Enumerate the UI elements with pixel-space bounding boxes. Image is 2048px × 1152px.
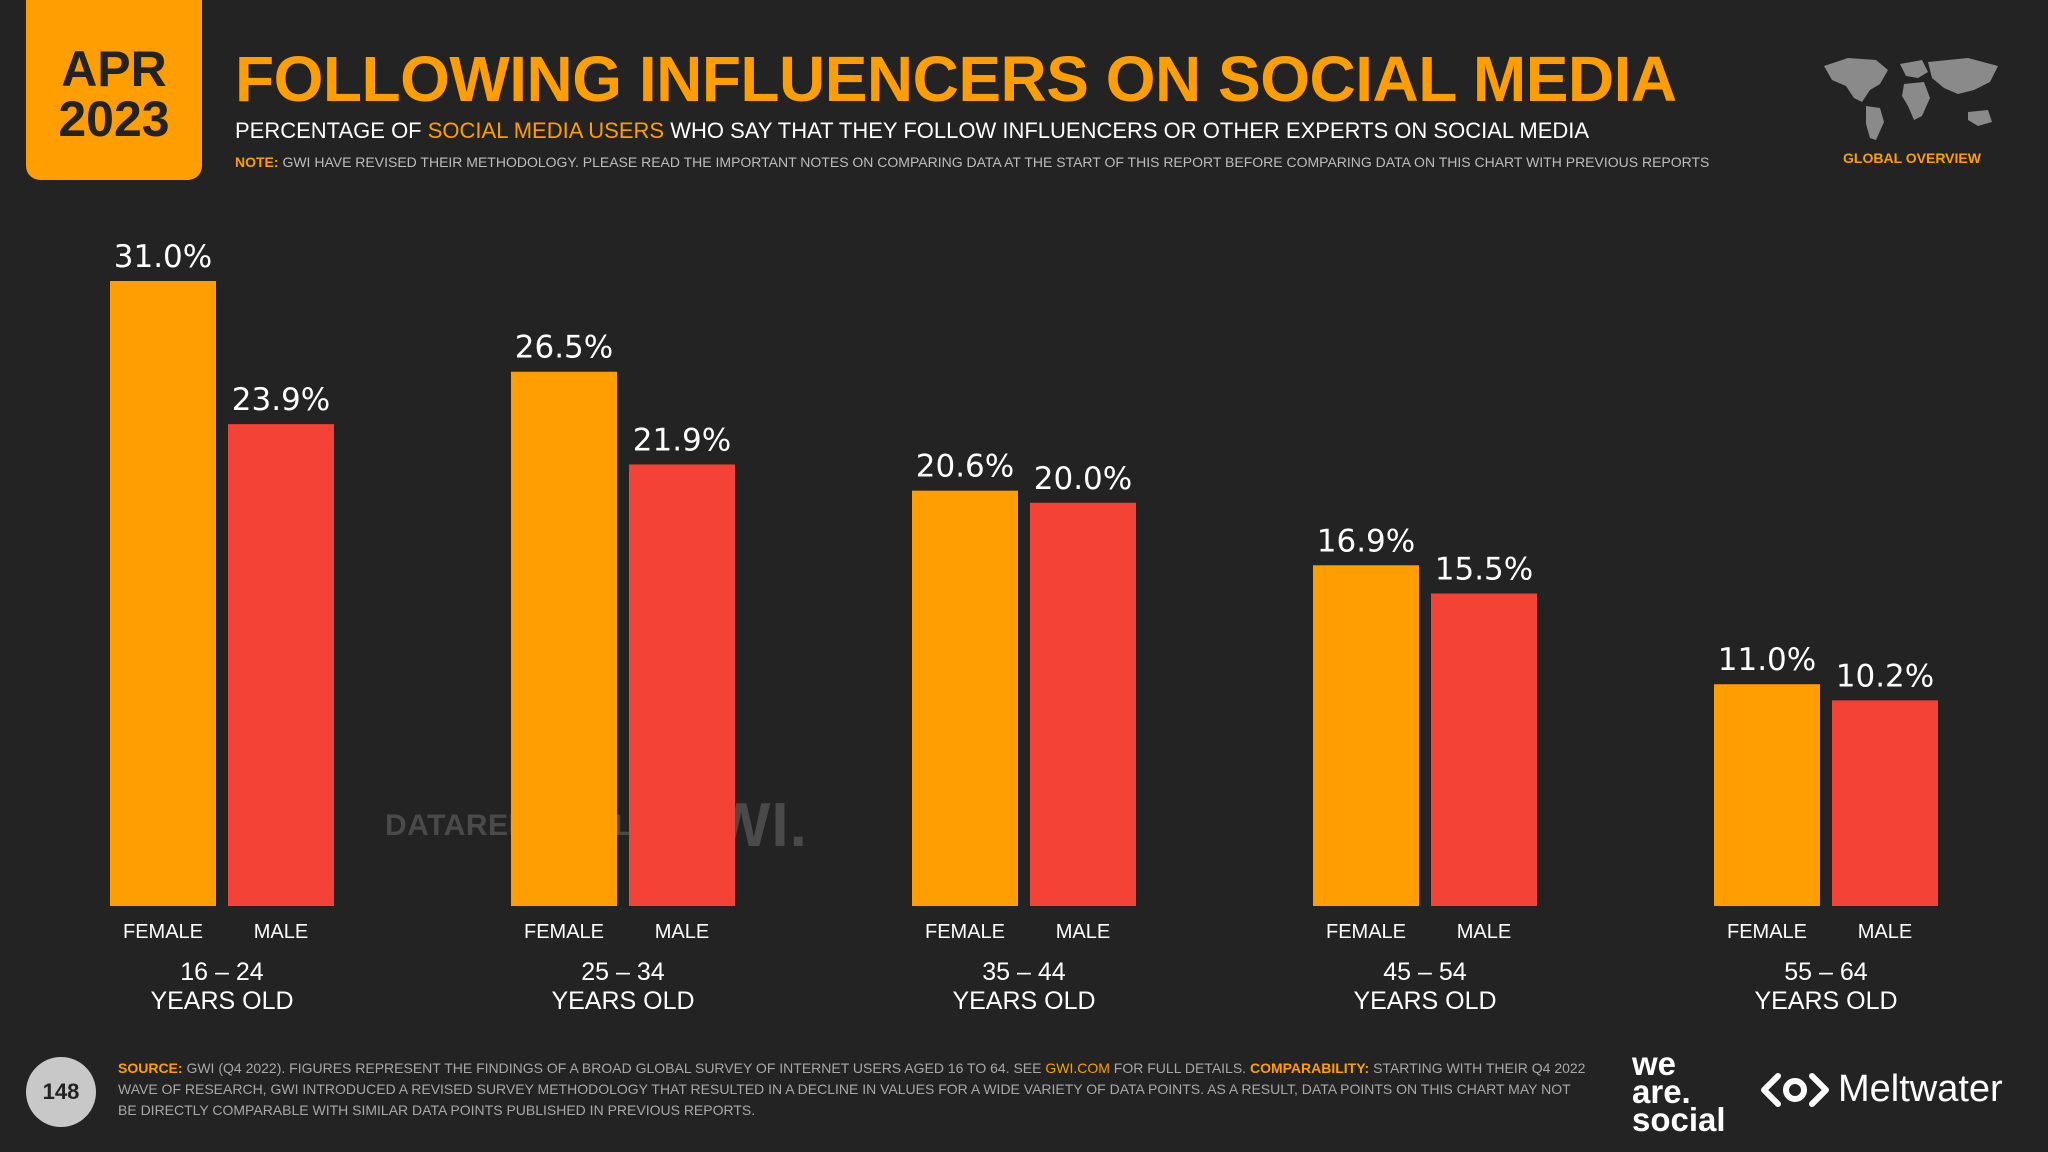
series-label-male-2: MALE	[1056, 921, 1110, 943]
category-label-1: 25 – 34	[581, 958, 665, 986]
page-title: FOLLOWING INFLUENCERS ON SOCIAL MEDIA	[235, 43, 1677, 115]
data-label-male-1: 21.9%	[633, 422, 731, 458]
bar-male-0	[228, 424, 334, 906]
category-label-3: 45 – 54	[1383, 958, 1467, 986]
category-label-0: 16 – 24	[180, 958, 264, 986]
data-label-female-3: 16.9%	[1317, 523, 1415, 559]
date-month: APR	[61, 41, 167, 97]
data-label-female-1: 26.5%	[515, 330, 613, 366]
brand-are: are.	[1632, 1073, 1691, 1110]
brand-we: we	[1632, 1045, 1677, 1082]
source-label: SOURCE:	[118, 1060, 183, 1076]
data-label-female-4: 11.0%	[1718, 642, 1816, 678]
meltwater-icon	[1761, 1072, 1829, 1107]
data-label-male-2: 20.0%	[1034, 461, 1132, 497]
bar-male-2	[1030, 502, 1136, 906]
data-label-male-3: 15.5%	[1435, 552, 1533, 588]
meltwater-logo: Meltwater	[1760, 1068, 2003, 1111]
comparability-text: STARTING WITH THEIR Q4 2022 WAVE OF RESE…	[118, 1060, 1586, 1118]
bar-male-4	[1832, 700, 1938, 906]
brand-social: social	[1632, 1101, 1726, 1138]
subtitle-pre: PERCENTAGE OF	[235, 118, 428, 143]
subtitle-post: WHO SAY THAT THEY FOLLOW INFLUENCERS OR …	[664, 118, 1590, 143]
category-label-4: 55 – 64	[1784, 958, 1868, 986]
source-text-2: FOR FULL DETAILS.	[1109, 1060, 1250, 1076]
world-map-icon	[1824, 58, 1998, 140]
series-label-female-2: FEMALE	[925, 921, 1005, 943]
note-text: GWI HAVE REVISED THEIR METHODOLOGY. PLEA…	[278, 154, 1710, 170]
series-label-male-3: MALE	[1457, 921, 1511, 943]
data-label-male-0: 23.9%	[232, 382, 330, 418]
brand-meltwater: Meltwater	[1838, 1068, 2003, 1110]
category-sublabel-2: YEARS OLD	[952, 987, 1095, 1015]
subtitle-highlight: SOCIAL MEDIA USERS	[427, 118, 665, 143]
bar-female-3	[1313, 565, 1419, 906]
category-sublabel-0: YEARS OLD	[150, 987, 293, 1015]
data-label-female-0: 31.0%	[114, 239, 212, 275]
subtitle: PERCENTAGE OF SOCIAL MEDIA USERS WHO SAY…	[235, 118, 1589, 144]
series-label-male-1: MALE	[655, 921, 709, 943]
bar-female-0	[110, 281, 216, 906]
data-label-female-2: 20.6%	[916, 449, 1014, 485]
source-note: SOURCE: GWI (Q4 2022). FIGURES REPRESENT…	[118, 1058, 1588, 1121]
series-label-female-4: FEMALE	[1727, 921, 1807, 943]
bar-male-3	[1431, 593, 1537, 906]
series-label-male-0: MALE	[254, 921, 308, 943]
we-are-social-logo: we are. social	[1632, 1045, 1726, 1138]
bar-male-1	[629, 464, 735, 906]
category-sublabel-3: YEARS OLD	[1353, 987, 1496, 1015]
source-link[interactable]: GWI.COM	[1045, 1060, 1110, 1076]
date-badge: APR 2023	[26, 0, 202, 180]
bar-female-1	[511, 371, 617, 906]
category-label-2: 35 – 44	[982, 958, 1066, 986]
note: NOTE: GWI HAVE REVISED THEIR METHODOLOGY…	[235, 154, 1709, 170]
bar-female-2	[912, 490, 1018, 906]
note-label: NOTE:	[235, 154, 279, 170]
source-text-1: GWI (Q4 2022). FIGURES REPRESENT THE FIN…	[182, 1060, 1046, 1076]
date-year: 2023	[58, 91, 170, 147]
bar-female-4	[1714, 684, 1820, 906]
comparability-label: COMPARABILITY:	[1249, 1060, 1370, 1076]
series-label-female-0: FEMALE	[123, 921, 203, 943]
page-number: 148	[26, 1057, 96, 1127]
category-sublabel-4: YEARS OLD	[1754, 987, 1897, 1015]
category-sublabel-1: YEARS OLD	[551, 987, 694, 1015]
series-label-male-4: MALE	[1858, 921, 1912, 943]
series-label-female-3: FEMALE	[1326, 921, 1406, 943]
region-label: GLOBAL OVERVIEW	[1843, 150, 1981, 166]
series-label-female-1: FEMALE	[524, 921, 604, 943]
data-label-male-4: 10.2%	[1836, 658, 1934, 694]
